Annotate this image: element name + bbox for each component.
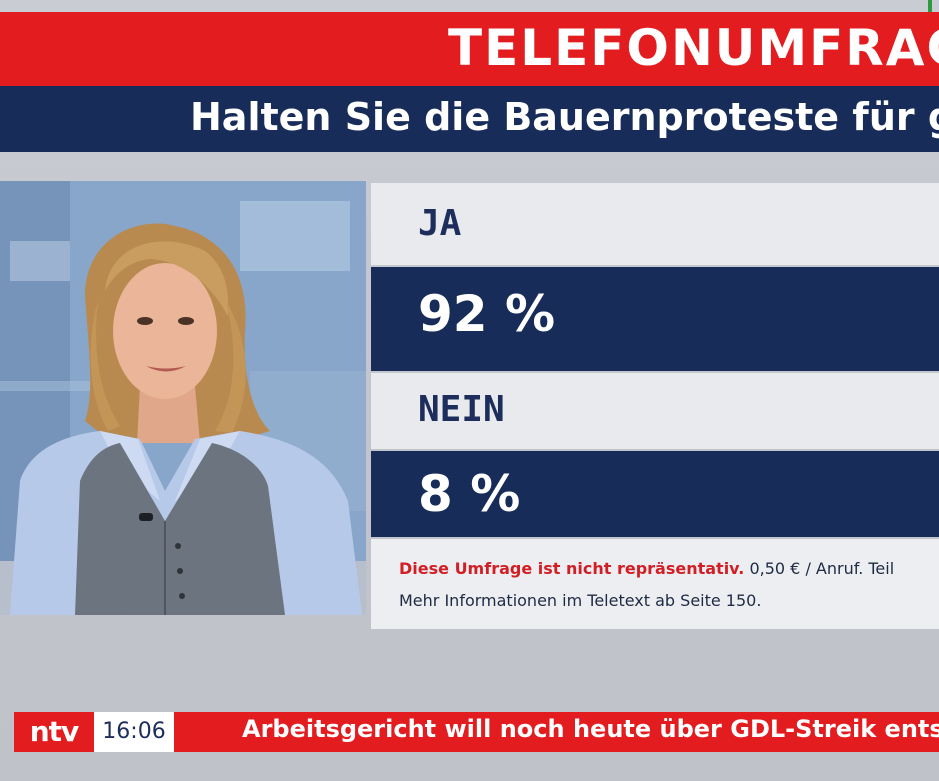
teletext-info: Mehr Informationen im Teletext ab Seite … [399, 591, 762, 610]
disclaimer-warning: Diese Umfrage ist nicht repräsentativ. [399, 559, 745, 578]
answer-yes-label-row: JA [371, 183, 939, 265]
news-ticker: ntv 16:06 Arbeitsgericht will noch heute… [14, 712, 939, 756]
poll-title-bar: TELEFONUMFRAGE [0, 12, 939, 86]
poll-question: Halten Sie die Bauernproteste für ge [190, 95, 939, 139]
answer-yes-percent: 92 % [418, 285, 556, 343]
answer-no-label: NEIN [418, 389, 505, 430]
ticker-clock: 16:06 [94, 712, 174, 752]
poll-title: TELEFONUMFRAGE [448, 19, 939, 77]
anchor-illustration [0, 181, 366, 615]
call-cost-text: 0,50 € / Anruf. Teil [744, 559, 895, 578]
answer-yes-value-row: 92 % [371, 267, 939, 371]
disclaimer-box: Diese Umfrage ist nicht repräsentativ. 0… [371, 539, 939, 629]
poll-results-panel: JA 92 % NEIN 8 % Diese Umfrage ist nicht… [371, 183, 939, 629]
answer-yes-label: JA [418, 203, 462, 244]
poll-question-bar: Halten Sie die Bauernproteste für ge [0, 86, 939, 152]
answer-no-label-row: NEIN [371, 373, 939, 449]
disclaimer-line: Diese Umfrage ist nicht repräsentativ. 0… [399, 559, 894, 578]
answer-no-percent: 8 % [418, 465, 521, 523]
ticker-band: Arbeitsgericht will noch heute über GDL-… [174, 712, 939, 752]
answer-no-value-row: 8 % [371, 451, 939, 537]
channel-logo: ntv [14, 712, 94, 752]
studio-anchor-image [0, 181, 366, 615]
ticker-headline: Arbeitsgericht will noch heute über GDL-… [242, 715, 939, 743]
